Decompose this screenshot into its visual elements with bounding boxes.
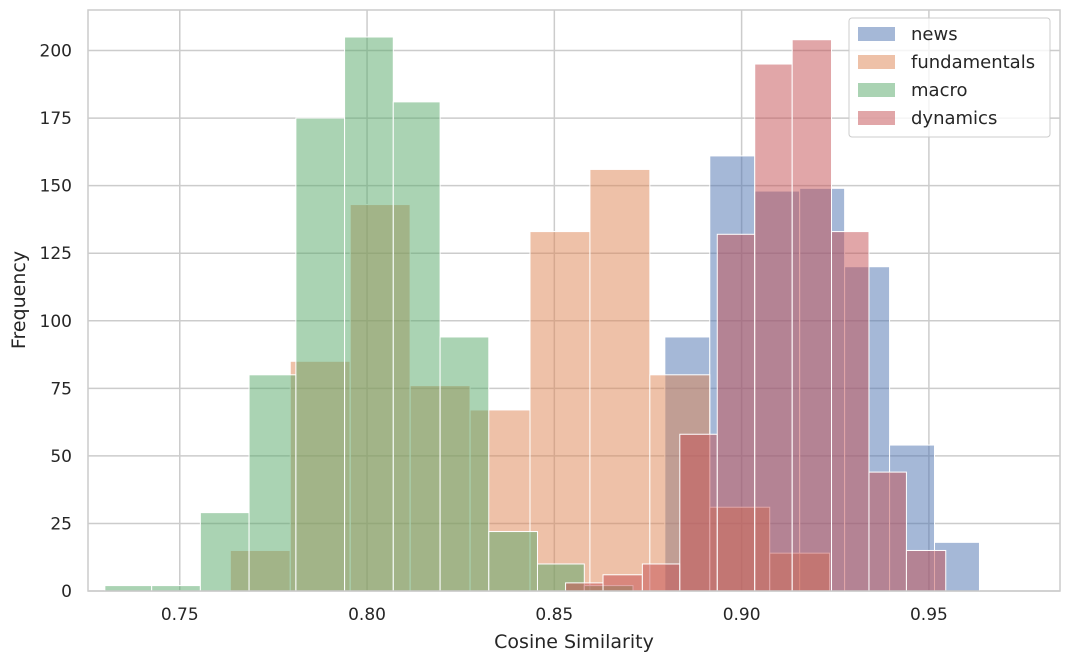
x-tick-label: 0.80 (348, 605, 386, 625)
dynamics-bar (565, 582, 604, 592)
macro-bar (151, 585, 201, 592)
legend-label-dynamics: dynamics (911, 108, 997, 129)
histogram-bars (104, 36, 980, 592)
y-axis-title: Frequency (8, 251, 30, 349)
legend-label-news: news (911, 24, 958, 45)
legend-swatch-news (858, 27, 895, 41)
legend-swatch-dynamics (858, 111, 895, 125)
macro-bar (295, 117, 346, 592)
legend-label-macro: macro (911, 80, 967, 101)
dynamics-bar (716, 233, 756, 592)
fundamentals-bar (529, 231, 591, 592)
dynamics-bar (791, 39, 833, 592)
fundamentals-bar (589, 168, 651, 592)
x-tick-label: 0.75 (161, 605, 199, 625)
macro-bar (104, 585, 153, 592)
macro-bar (344, 36, 394, 592)
series-dynamics (565, 39, 947, 592)
macro-bar (199, 512, 250, 592)
y-tick-label: 25 (50, 514, 72, 534)
dynamics-bar (831, 231, 870, 592)
series-macro (104, 36, 634, 592)
dynamics-bar (602, 574, 643, 592)
y-tick-label: 125 (40, 244, 72, 264)
dynamics-bar (868, 471, 907, 592)
x-tick-label: 0.90 (723, 605, 761, 625)
y-axis-ticks: 0 25 50 75 100 125 150 175 200 (40, 42, 72, 602)
y-tick-label: 175 (40, 109, 72, 129)
dynamics-bar (679, 433, 718, 592)
legend-frame (848, 17, 1051, 138)
y-tick-label: 150 (40, 177, 72, 197)
macro-bar (248, 374, 297, 592)
legend-swatch-macro (858, 83, 895, 97)
x-tick-label: 0.95 (910, 605, 948, 625)
macro-bar (488, 531, 538, 592)
y-tick-label: 50 (50, 447, 72, 467)
x-tick-label: 0.85 (535, 605, 573, 625)
legend: news fundamentals macro dynamics (848, 17, 1051, 138)
dynamics-bar (641, 563, 681, 592)
y-tick-label: 0 (61, 582, 72, 602)
legend-swatch-fundamentals (858, 55, 895, 69)
dynamics-bar (905, 549, 947, 592)
y-tick-label: 100 (40, 312, 72, 332)
y-tick-label: 75 (50, 379, 72, 399)
plot-frame (87, 9, 1061, 592)
macro-bar (439, 336, 490, 592)
x-axis-ticks: 0.75 0.80 0.85 0.90 0.95 (161, 605, 948, 625)
x-axis-title: Cosine Similarity (494, 631, 654, 653)
macro-bar (392, 101, 441, 592)
y-tick-label: 200 (40, 42, 72, 62)
legend-label-fundamentals: fundamentals (911, 52, 1035, 73)
dynamics-bar (754, 63, 793, 592)
